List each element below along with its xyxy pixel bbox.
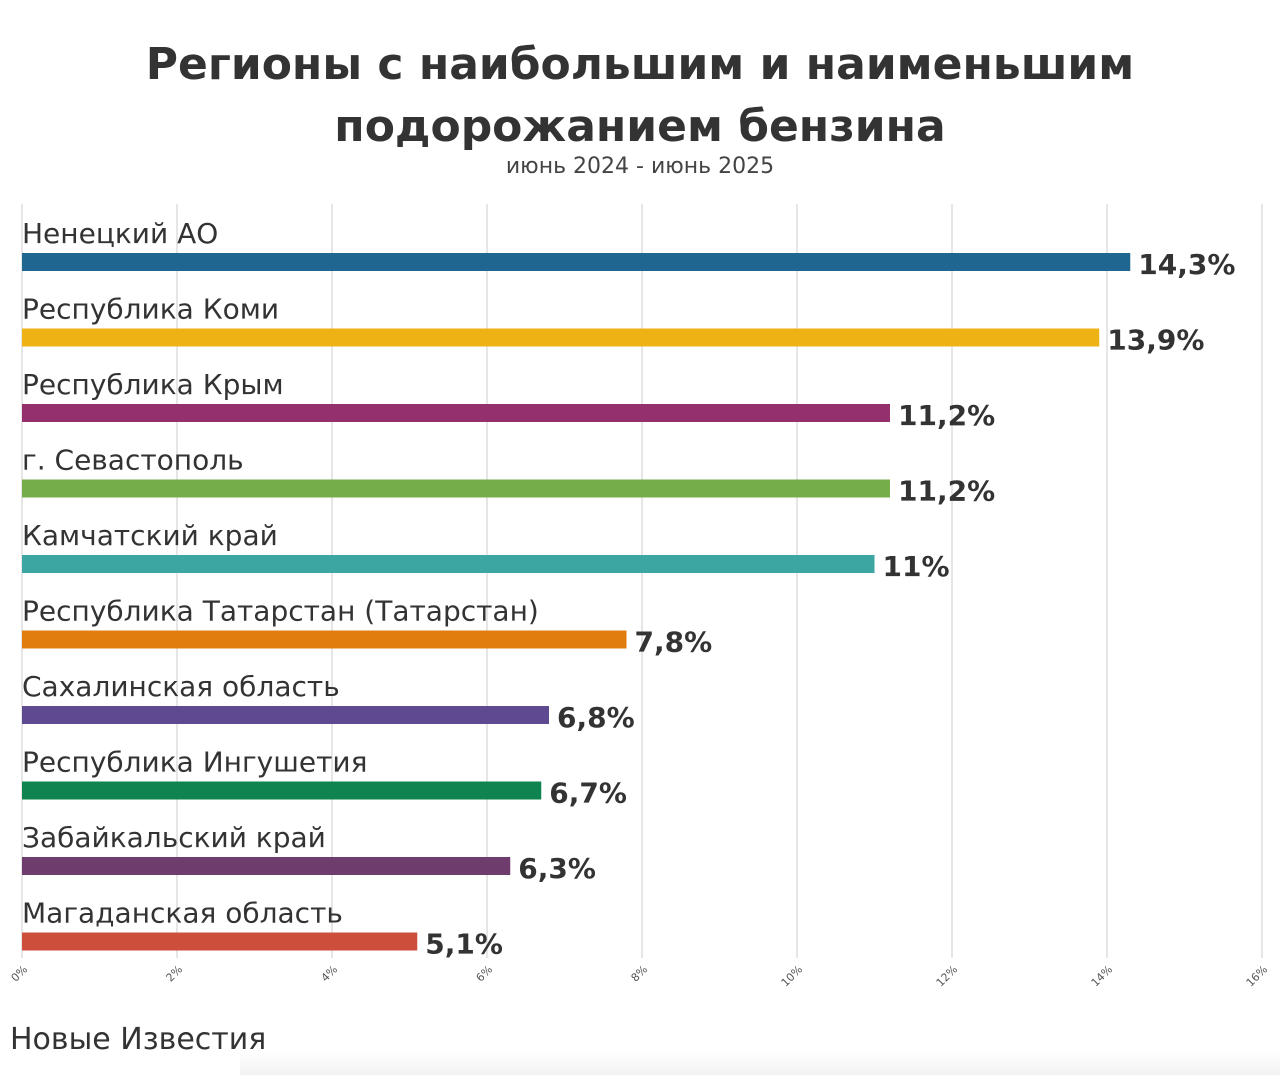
x-tick-label: 0% [9,963,31,985]
value-label: 7,8% [635,626,713,659]
bar [22,781,542,800]
x-tick-label: 16% [1244,963,1270,989]
x-tick-label: 4% [319,963,341,985]
x-tick-label: 10% [779,963,805,989]
category-label: Сахалинская область [22,670,340,703]
bar [22,479,890,498]
bar [22,328,1100,347]
value-label: 11,2% [898,475,995,508]
x-tick-label: 2% [164,963,186,985]
bar [22,857,511,875]
value-label: 13,9% [1107,324,1204,357]
bar [22,932,418,951]
x-axis-ticks: 0% 2% 4% 6% 8% 10% 12% 14% 16% [9,963,1271,989]
category-label: Ненецкий АО [22,217,218,250]
category-label: Республика Татарстан (Татарстан) [22,595,539,628]
bar-chart: Ненецкий АО 14,3% Республика Коми 13,9% Респ… [9,204,1271,989]
chart-title: Регионы с наибольшим и наименьшим подоро… [0,34,1280,158]
chart-title-text: Регионы с наибольшим и наименьшим подоро… [145,39,1135,152]
category-label: Камчатский край [22,519,278,552]
bar [22,630,627,649]
x-tick-label: 6% [474,963,496,985]
category-label: Республика Ингушетия [22,746,367,779]
value-label: 5,1% [425,928,503,961]
footer-shade [240,1050,1280,1075]
category-label: г. Севастополь [22,444,244,477]
x-tick-label: 8% [629,963,651,985]
value-label: 11% [883,550,950,583]
bar [22,706,549,724]
category-label: Республика Коми [22,293,279,326]
category-label: Республика Крым [22,368,284,401]
bar [22,555,875,573]
x-tick-label: 14% [1089,963,1115,989]
category-label: Магаданская область [22,897,343,930]
category-label: Забайкальский край [22,821,326,854]
value-label: 6,8% [557,701,635,734]
value-label: 6,3% [518,852,596,885]
value-label: 6,7% [549,777,627,810]
bar [22,253,1131,271]
source-label: Новые Известия [10,1022,267,1057]
value-label: 14,3% [1138,248,1235,281]
bar [22,404,890,422]
value-label: 11,2% [898,399,995,432]
bars-group: Ненецкий АО 14,3% Республика Коми 13,9% Респ… [22,217,1235,961]
x-tick-label: 12% [934,963,960,989]
chart-subtitle: июнь 2024 - июнь 2025 [505,154,775,179]
